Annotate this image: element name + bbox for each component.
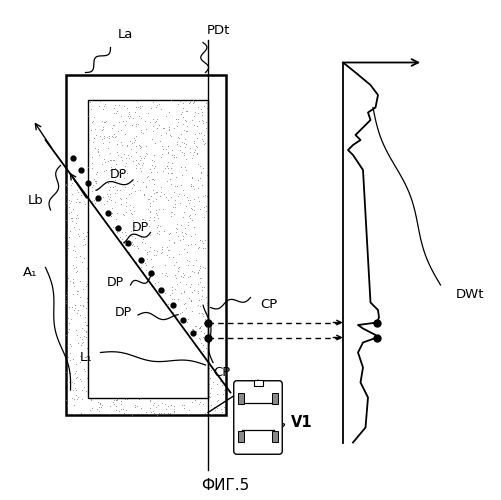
Text: Lb: Lb <box>28 194 44 206</box>
Text: CP: CP <box>261 298 278 312</box>
Text: PDt: PDt <box>206 24 229 36</box>
Text: DP: DP <box>107 276 124 289</box>
Bar <box>238 431 244 442</box>
Text: DP: DP <box>109 168 127 181</box>
Text: ФИГ.5: ФИГ.5 <box>201 478 249 492</box>
Bar <box>272 393 278 404</box>
Bar <box>238 393 244 404</box>
Text: CP: CP <box>213 366 230 379</box>
Text: V1: V1 <box>291 415 312 430</box>
FancyBboxPatch shape <box>234 381 282 454</box>
Bar <box>254 380 263 386</box>
Bar <box>88 100 208 398</box>
Text: DP: DP <box>132 221 149 234</box>
Text: L₁: L₁ <box>79 351 92 364</box>
Text: DWt: DWt <box>455 288 484 302</box>
Bar <box>66 75 225 415</box>
Text: A₁: A₁ <box>24 266 38 279</box>
Text: DP: DP <box>114 306 132 319</box>
Bar <box>272 431 278 442</box>
Text: La: La <box>118 28 133 42</box>
